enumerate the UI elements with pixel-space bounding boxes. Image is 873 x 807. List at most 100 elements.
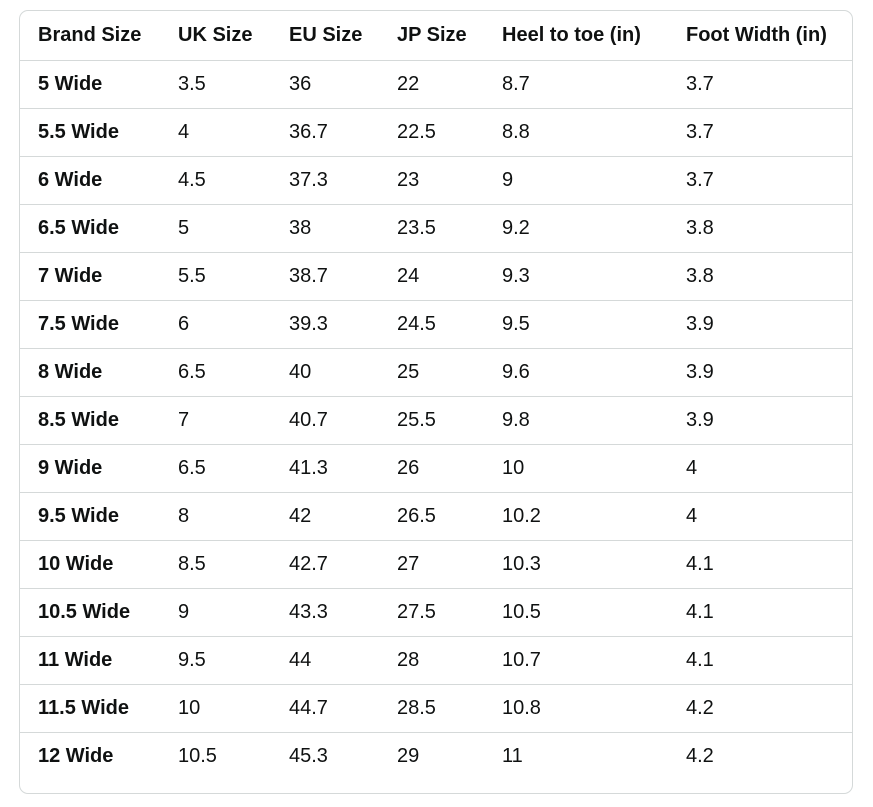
eu-size-cell: 36.7: [271, 108, 379, 157]
foot-width-cell: 3.9: [668, 396, 852, 445]
uk-size-cell: 6.5: [160, 444, 271, 493]
heel-to-toe-cell: 8.7: [484, 60, 668, 109]
header-foot-width: Foot Width (in): [668, 11, 852, 61]
foot-width-cell: 3.9: [668, 300, 852, 349]
eu-size-cell: 42: [271, 492, 379, 541]
table-row: 7.5 Wide 6 39.3 24.5 9.5 3.9: [20, 300, 852, 349]
jp-size-cell: 28.5: [379, 684, 484, 733]
eu-size-cell: 38.7: [271, 252, 379, 301]
table-header-row: Brand Size UK Size EU Size JP Size Heel …: [20, 11, 852, 61]
table-row: 6.5 Wide 5 38 23.5 9.2 3.8: [20, 204, 852, 253]
heel-to-toe-cell: 10.7: [484, 636, 668, 685]
jp-size-cell: 27: [379, 540, 484, 589]
table-row: 9 Wide 6.5 41.3 26 10 4: [20, 444, 852, 493]
heel-to-toe-cell: 8.8: [484, 108, 668, 157]
eu-size-cell: 45.3: [289, 744, 328, 767]
foot-width-cell: 4: [668, 444, 852, 493]
table-row: 10 Wide 8.5 42.7 27 10.3 4.1: [20, 540, 852, 589]
header-heel-to-toe: Heel to toe (in): [484, 11, 668, 61]
jp-size-cell: 24.5: [379, 300, 484, 349]
header-brand-size: Brand Size: [20, 11, 160, 61]
heel-to-toe-cell: 10.8: [484, 684, 668, 733]
uk-size-cell: 6.5: [160, 348, 271, 397]
eu-size-cell: 39.3: [271, 300, 379, 349]
table-row: 5 Wide 3.5 36 22 8.7 3.7: [20, 60, 852, 109]
jp-size-cell: 27.5: [379, 588, 484, 637]
uk-size-cell: 10: [160, 684, 271, 733]
foot-width-cell: 3.8: [668, 252, 852, 301]
brand-size-cell: 9.5 Wide: [20, 492, 160, 541]
jp-size-cell: 22: [379, 60, 484, 109]
uk-size-cell: 9.5: [160, 636, 271, 685]
foot-width-cell: 4.1: [668, 540, 852, 589]
jp-size-cell: 24: [379, 252, 484, 301]
uk-size-cell: 4: [160, 108, 271, 157]
heel-to-toe-cell: 9: [484, 156, 668, 205]
uk-size-cell: 9: [160, 588, 271, 637]
header-uk-size: UK Size: [160, 11, 271, 61]
uk-size-cell: 8: [160, 492, 271, 541]
heel-to-toe-cell: 10: [484, 444, 668, 493]
heel-to-toe-cell: 10.2: [484, 492, 668, 541]
table-row: 10.5 Wide 9 43.3 27.5 10.5 4.1: [20, 588, 852, 637]
uk-size-cell: 5: [160, 204, 271, 253]
table-row: 5.5 Wide 4 36.7 22.5 8.8 3.7: [20, 108, 852, 157]
eu-size-cell: 43.3: [271, 588, 379, 637]
table-row: 9.5 Wide 8 42 26.5 10.2 4: [20, 492, 852, 541]
uk-size-cell: 3.5: [160, 60, 271, 109]
heel-to-toe-cell: 9.8: [484, 396, 668, 445]
eu-size-cell: 36: [271, 60, 379, 109]
size-chart-container: Brand Size UK Size EU Size JP Size Heel …: [19, 10, 853, 794]
uk-size-cell: 7: [160, 396, 271, 445]
eu-size-cell: 42.7: [271, 540, 379, 589]
table-row: 7 Wide 5.5 38.7 24 9.3 3.8: [20, 252, 852, 301]
header-jp-size: JP Size: [379, 11, 484, 61]
brand-size-cell: 7 Wide: [20, 252, 160, 301]
jp-size-cell: 25.5: [379, 396, 484, 445]
jp-size-cell: 23.5: [379, 204, 484, 253]
jp-size-cell: 23: [379, 156, 484, 205]
foot-width-cell: 3.9: [668, 348, 852, 397]
brand-size-cell: 5.5 Wide: [20, 108, 160, 157]
heel-to-toe-cell: 10.5: [484, 588, 668, 637]
brand-size-cell: 10.5 Wide: [20, 588, 160, 637]
brand-size-cell: 9 Wide: [20, 444, 160, 493]
brand-size-cell: 5 Wide: [20, 60, 160, 109]
heel-to-toe-cell: 9.2: [484, 204, 668, 253]
foot-width-cell: 4.2: [668, 684, 852, 733]
table-row: 8.5 Wide 7 40.7 25.5 9.8 3.9: [20, 396, 852, 445]
uk-size-cell: 8.5: [160, 540, 271, 589]
brand-size-cell: 12 Wide: [38, 744, 114, 767]
heel-to-toe-cell: 11: [502, 744, 523, 767]
foot-width-cell: 4.2: [686, 744, 714, 767]
table-row: 8 Wide 6.5 40 25 9.6 3.9: [20, 348, 852, 397]
jp-size-cell: 28: [379, 636, 484, 685]
eu-size-cell: 41.3: [271, 444, 379, 493]
eu-size-cell: 44: [271, 636, 379, 685]
brand-size-cell: 7.5 Wide: [20, 300, 160, 349]
eu-size-cell: 40: [271, 348, 379, 397]
jp-size-cell: 26.5: [379, 492, 484, 541]
table-row: 12 Wide 10.5 45.3 29 11 4.2: [20, 732, 852, 780]
uk-size-cell: 4.5: [160, 156, 271, 205]
foot-width-cell: 3.7: [668, 108, 852, 157]
jp-size-cell: 26: [379, 444, 484, 493]
header-eu-size: EU Size: [271, 11, 379, 61]
eu-size-cell: 40.7: [271, 396, 379, 445]
jp-size-cell: 25: [379, 348, 484, 397]
foot-width-cell: 3.8: [668, 204, 852, 253]
foot-width-cell: 3.7: [668, 60, 852, 109]
eu-size-cell: 44.7: [271, 684, 379, 733]
eu-size-cell: 38: [271, 204, 379, 253]
table-row: 11 Wide 9.5 44 28 10.7 4.1: [20, 636, 852, 685]
heel-to-toe-cell: 9.6: [484, 348, 668, 397]
jp-size-cell: 29: [397, 744, 420, 767]
uk-size-cell: 10.5: [178, 744, 217, 767]
heel-to-toe-cell: 10.3: [484, 540, 668, 589]
heel-to-toe-cell: 9.5: [484, 300, 668, 349]
foot-width-cell: 3.7: [668, 156, 852, 205]
table-row: 6 Wide 4.5 37.3 23 9 3.7: [20, 156, 852, 205]
uk-size-cell: 6: [160, 300, 271, 349]
table-row: 11.5 Wide 10 44.7 28.5 10.8 4.2: [20, 684, 852, 733]
brand-size-cell: 11 Wide: [20, 636, 160, 685]
